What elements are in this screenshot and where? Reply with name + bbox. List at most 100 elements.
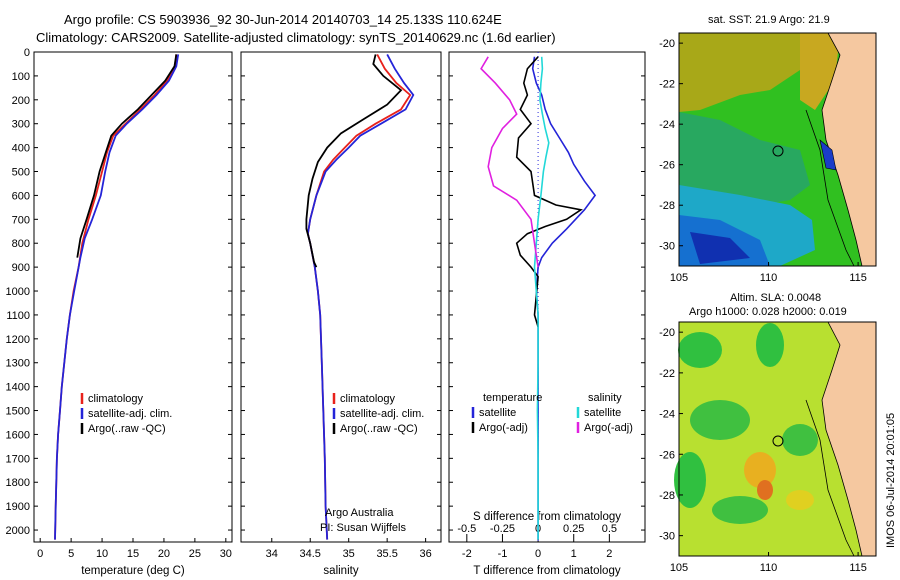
map-xtick-label: 105 <box>670 272 688 284</box>
title-line-2: Climatology: CARS2009. Satellite-adjuste… <box>36 30 556 45</box>
ytick-label: 1000 <box>6 286 30 298</box>
legend-entry: Argo(-adj) <box>584 422 633 434</box>
ytick-label: 1200 <box>6 334 30 346</box>
ytick-label: 400 <box>12 143 30 155</box>
map-ytick-label: -28 <box>659 490 675 502</box>
xtick-label: 2 <box>606 548 612 560</box>
series-line-1 <box>515 56 583 328</box>
series-line-2 <box>305 54 403 268</box>
legend-entry: climatology <box>340 393 396 405</box>
map-ytick-label: -20 <box>659 38 675 50</box>
temperature-panel <box>33 51 233 543</box>
ytick-label: 500 <box>12 167 30 179</box>
xtick-label: 35.5 <box>376 548 397 560</box>
map-ytick-label: -30 <box>659 531 675 543</box>
difference-plot: -2 -1 0 1 2 T difference from climatology -0.5… <box>449 51 645 577</box>
sst-map <box>678 32 877 267</box>
ytick-label: 1900 <box>6 501 30 513</box>
legend-entry: Argo(-adj) <box>479 422 528 434</box>
legend-entry: satellite-adj. clim. <box>88 408 172 420</box>
ytick-label: 1600 <box>6 429 30 441</box>
salinity-plot: 34 34.5 35 35.5 36 salinity climatology satelli… <box>241 51 441 577</box>
xtick-label: 35 <box>343 548 355 560</box>
x-axis-label-secondary: S difference from climatology <box>473 511 621 523</box>
map-ytick-label: -28 <box>659 200 675 212</box>
xtick-label: 36 <box>419 548 431 560</box>
ytick-label: 600 <box>12 190 30 202</box>
series-line-1 <box>306 53 415 540</box>
xtick-label: 25 <box>189 548 201 560</box>
sla-map <box>674 321 877 557</box>
map1-ticks: 105 110 115 -20 -22 -24 -26 -28 -30 <box>659 38 867 284</box>
map-ytick-label: -26 <box>659 160 675 172</box>
legend-heading: salinity <box>588 392 622 404</box>
credit-pi: PI: Susan Wijffels <box>320 522 406 534</box>
map-ytick-label: -30 <box>659 241 675 253</box>
ytick-label: 300 <box>12 119 30 131</box>
series-line-1 <box>54 54 180 540</box>
ytick-label: 700 <box>12 214 30 226</box>
ytick-label: 900 <box>12 262 30 274</box>
series-line-2 <box>76 54 178 258</box>
ytick-label: 1300 <box>6 358 30 370</box>
ytick-label: 1800 <box>6 477 30 489</box>
ytick-label: 800 <box>12 238 30 250</box>
title-line-1: Argo profile: CS 5903936_92 30-Jun-2014 … <box>64 12 502 27</box>
x-axis-label: temperature (deg C) <box>81 565 185 577</box>
ytick-label: 1400 <box>6 382 30 394</box>
salinity-panel <box>240 51 442 543</box>
map2-ticks: 105 110 115 -20 -22 -24 -26 -28 -30 <box>659 327 867 574</box>
x-axis-label: salinity <box>323 565 358 577</box>
series-line-2 <box>533 56 550 540</box>
ytick-label: 200 <box>12 95 30 107</box>
map-ytick-label: -20 <box>659 327 675 339</box>
xtick-label: -2 <box>462 548 472 560</box>
legend-heading: temperature <box>483 392 542 404</box>
xtick-label: 0 <box>37 548 43 560</box>
map-xtick-label: 115 <box>849 562 867 574</box>
x-axis-label: T difference from climatology <box>473 565 620 577</box>
secondary-tick-label: -0.5 <box>457 523 476 535</box>
legend-entry: satellite <box>584 407 621 419</box>
ytick-label: 1100 <box>6 310 30 322</box>
ytick-label: 1500 <box>6 406 30 418</box>
xtick-label: 5 <box>68 548 74 560</box>
series-line-3 <box>480 56 539 268</box>
map-xtick-label: 105 <box>670 562 688 574</box>
legend-entry: satellite-adj. clim. <box>340 408 424 420</box>
map-ytick-label: -22 <box>659 368 675 380</box>
map1-title: sat. SST: 21.9 Argo: 21.9 <box>708 14 830 26</box>
secondary-tick-label: -0.25 <box>490 523 515 535</box>
ytick-label: 100 <box>12 71 30 83</box>
legend-entry: satellite <box>479 407 516 419</box>
xtick-label: 1 <box>571 548 577 560</box>
map-ytick-label: -24 <box>659 119 675 131</box>
xtick-label: 34 <box>266 548 278 560</box>
legend-entry: climatology <box>88 393 144 405</box>
xtick-label: 20 <box>158 548 170 560</box>
legend-entry: Argo(..raw -QC) <box>340 423 418 435</box>
xtick-label: 34.5 <box>300 548 321 560</box>
xtick-label: 15 <box>127 548 139 560</box>
map-ytick-label: -26 <box>659 449 675 461</box>
map2-title: Altim. SLA: 0.0048 <box>730 292 821 304</box>
map-xtick-label: 110 <box>760 562 778 574</box>
temperature-plot: 0100200300400500600700800900100011001200… <box>6 47 232 577</box>
secondary-tick-label: 0.5 <box>602 523 617 535</box>
map-ytick-label: -22 <box>659 79 675 91</box>
map-xtick-label: 110 <box>760 272 778 284</box>
legend-entry: Argo(..raw -QC) <box>88 423 166 435</box>
difference-panel <box>448 51 646 543</box>
xtick-label: 0 <box>535 548 541 560</box>
secondary-tick-label: 0.25 <box>563 523 584 535</box>
ytick-label: 1700 <box>6 453 30 465</box>
credit-org: Argo Australia <box>325 507 394 519</box>
map-ytick-label: -24 <box>659 409 675 421</box>
xtick-label: 30 <box>220 548 232 560</box>
xtick-label: -1 <box>498 548 508 560</box>
ytick-label: 0 <box>24 47 30 59</box>
map2-subtitle: Argo h1000: 0.028 h2000: 0.019 <box>689 306 847 318</box>
ytick-label: 2000 <box>6 525 30 537</box>
map-xtick-label: 115 <box>849 272 867 284</box>
